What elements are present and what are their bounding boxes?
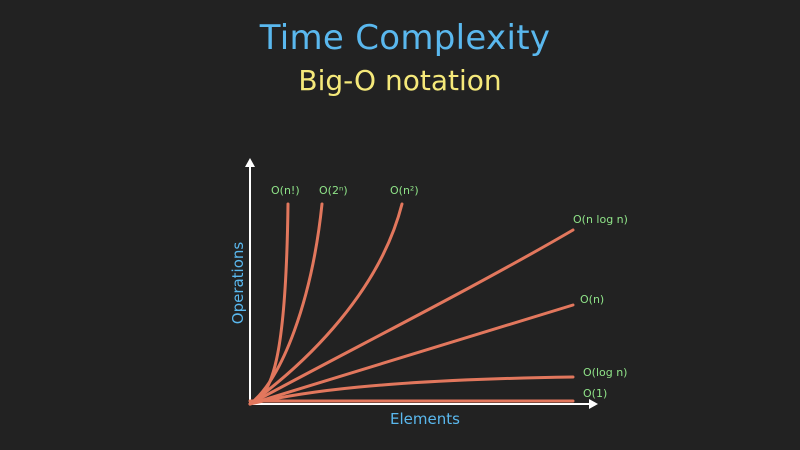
curve-label-linear: O(n) — [580, 293, 604, 306]
chart-subtitle: Big-O notation — [298, 64, 502, 97]
y-axis-title: Operations — [229, 241, 247, 325]
curve-labels: O(n!) O(2ⁿ) O(n²) O(n log n) O(n) O(log n) O(1… — [271, 184, 628, 400]
curve-linearithmic — [248, 228, 575, 406]
curve-label-logarithmic: O(log n) — [583, 366, 627, 379]
curve-label-quadratic: O(n²) — [390, 184, 419, 197]
chart-title: Time Complexity — [259, 18, 551, 58]
y-axis-arrow — [245, 158, 255, 167]
curve-linear — [248, 303, 575, 406]
curve-factorial — [248, 202, 290, 406]
curves — [248, 202, 575, 406]
axes — [245, 158, 598, 409]
curve-quadratic — [248, 202, 404, 406]
curve-label-factorial: O(n!) — [271, 184, 300, 197]
curve-label-exponential: O(2ⁿ) — [319, 184, 348, 197]
curve-label-linearithmic: O(n log n) — [573, 213, 628, 226]
curve-exponential — [248, 202, 324, 406]
x-axis-title: Elements — [390, 410, 460, 428]
curve-label-constant: O(1) — [583, 387, 607, 400]
x-axis-arrow — [589, 399, 598, 409]
curve-logarithmic — [248, 375, 575, 406]
